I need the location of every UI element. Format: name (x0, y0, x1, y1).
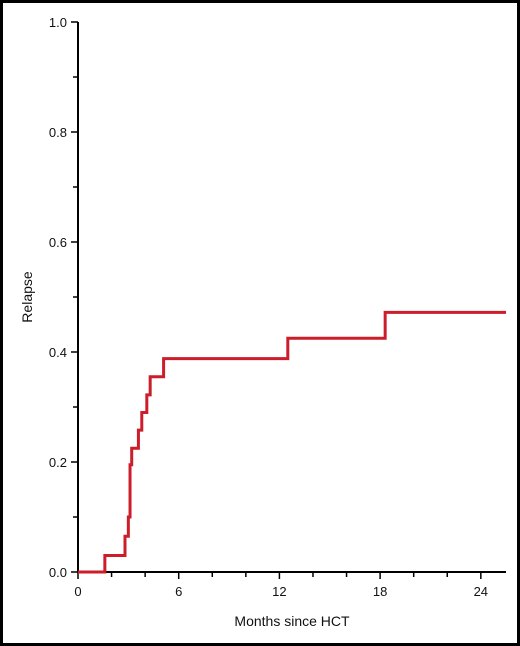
x-tick-label: 12 (272, 584, 286, 599)
relapse-step-line (78, 310, 506, 574)
y-tick-label: 0.0 (49, 565, 67, 580)
chart-panel (3, 3, 517, 643)
x-tick-label: 18 (373, 584, 387, 599)
y-axis-label: Relapse (19, 271, 35, 323)
x-tick-label: 0 (74, 584, 81, 599)
x-ticks: 0 6 12 18 24 (74, 572, 488, 599)
x-axis-label: Months since HCT (234, 613, 350, 629)
y-tick-label: 0.6 (49, 235, 67, 250)
y-tick-label: 0.2 (49, 455, 67, 470)
y-tick-label: 0.4 (49, 345, 67, 360)
x-tick-label: 24 (474, 584, 488, 599)
y-tick-label: 1.0 (49, 15, 67, 30)
axes (77, 22, 506, 573)
y-ticks: 0.0 0.2 0.4 0.6 0.8 1.0 (49, 15, 78, 580)
y-tick-label: 0.8 (49, 125, 67, 140)
x-tick-label: 6 (175, 584, 182, 599)
series-group (78, 310, 506, 574)
